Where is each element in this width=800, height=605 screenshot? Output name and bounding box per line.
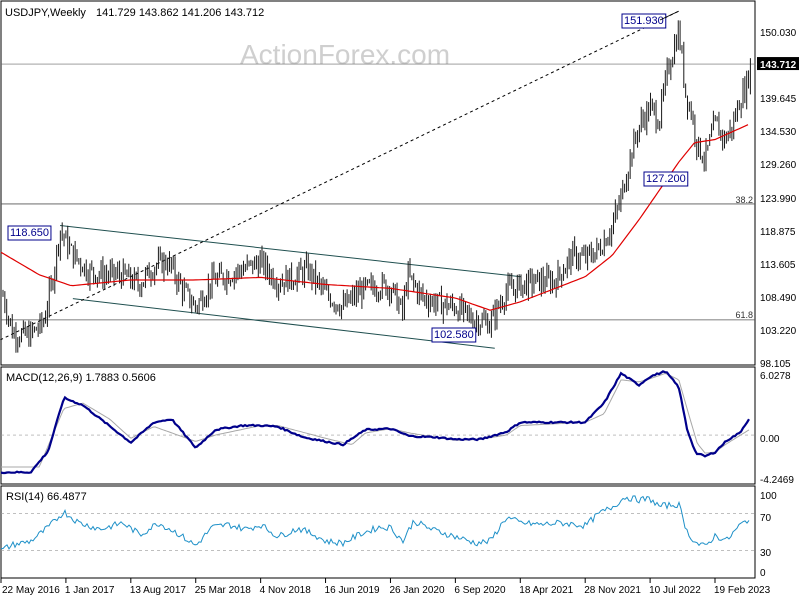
rsi-y-tick: 30 [760,548,772,559]
x-tick: 25 Mar 2018 [195,585,252,596]
macd-panel-frame [0,366,756,485]
trendline-channel-top [60,225,521,278]
rsi-line [0,495,750,550]
rsi-series-layer [0,495,755,551]
callout-label-high: 151.930 [624,15,664,27]
fib-level-label-618: 61.8 [735,310,753,320]
macd-panel-header: MACD(12,26,9) 1.7883 0.5606 [6,372,156,384]
trendline-dashed-projection [0,10,680,341]
rsi-y-tick: 0 [760,568,766,579]
x-tick: 22 May 2016 [2,585,60,596]
x-tick: 28 Nov 2021 [584,585,641,596]
callout-box-layer: 151.930 118.650 102.580 127.200 [7,10,689,343]
macd-signal-line [1,372,750,468]
price-y-tick: 123.990 [760,194,797,205]
price-y-tick: 139.645 [760,94,797,105]
x-axis-tick-labels: 22 May 2016 1 Jan 2017 13 Aug 2017 25 Ma… [2,585,771,596]
callout-box [643,171,689,187]
x-tick: 6 Sep 2020 [454,585,506,596]
chart-watermark: ActionForex.com [240,39,450,70]
x-tick: 19 Feb 2023 [714,585,771,596]
moving-average-line [0,124,749,311]
price-panel-header-symbol: USDJPY,Weekly [5,7,86,19]
price-y-tick: 103.220 [760,326,797,337]
callout-connector [659,10,679,21]
price-y-tick-labels: 150.030 144.915 139.645 134.530 129.260 … [760,28,797,370]
price-grid-layer [0,57,799,583]
price-y-tick: 108.490 [760,293,797,304]
price-y-tick: 150.030 [760,28,797,39]
callout-box [7,225,52,241]
price-y-tick: 118.875 [760,227,796,238]
x-tick: 1 Jan 2017 [65,585,115,596]
callout-label-2016-high: 118.650 [10,227,49,239]
rsi-panel-frame [0,485,756,579]
callout-label-2021-low: 102.580 [434,329,474,341]
fib-level-label-382: 38.2 [735,195,753,205]
price-y-tick: 134.530 [760,127,797,138]
trendline-channel-bottom [72,298,495,349]
price-panel-frame [0,0,756,366]
price-y-tick: 129.260 [760,160,797,171]
macd-y-tick: 0.00 [760,434,780,445]
price-y-tick: 113.605 [760,260,796,271]
callout-label-2023-low: 127.200 [646,173,686,185]
macd-y-tick-labels: 6.0278 0.00 -4.2469 [760,371,794,486]
x-tick: 4 Nov 2018 [260,585,312,596]
rsi-y-tick: 100 [760,491,777,502]
x-tick: 10 Jul 2022 [649,585,701,596]
macd-line [0,370,750,475]
trendline-layer [0,10,680,349]
current-price-label: 143.712 [760,60,797,71]
price-panel-header-ohlc: 141.729 143.862 141.206 143.712 [96,7,264,19]
callout-box [621,13,667,29]
x-tick: 13 Aug 2017 [130,585,187,596]
rsi-panel-header: RSI(14) 66.4877 [6,491,87,503]
macd-y-tick: 6.0278 [760,371,791,382]
macd-y-tick: -4.2469 [760,475,794,486]
rsi-y-tick-labels: 100 70 30 0 [760,491,777,579]
callout-box [431,327,477,343]
macd-series-layer [0,370,755,475]
x-tick: 16 Jun 2019 [325,585,380,596]
price-y-tick: 98.105 [760,359,791,370]
x-tick: 26 Jan 2020 [389,585,444,596]
current-price-box [757,57,799,71]
x-tick: 18 Apr 2021 [519,585,573,596]
rsi-y-tick: 70 [760,513,772,524]
